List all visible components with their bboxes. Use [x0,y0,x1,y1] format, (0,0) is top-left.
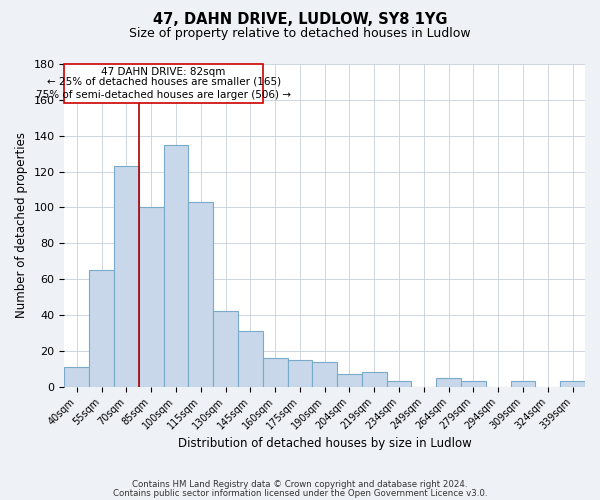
Bar [436,378,461,387]
Bar [263,358,287,387]
Bar [114,166,139,387]
Bar [139,208,164,387]
Bar [287,360,313,387]
X-axis label: Distribution of detached houses by size in Ludlow: Distribution of detached houses by size … [178,437,472,450]
Bar [238,331,263,387]
Bar [188,202,213,387]
Bar [89,270,114,387]
Bar [362,372,386,387]
Text: Contains HM Land Registry data © Crown copyright and database right 2024.: Contains HM Land Registry data © Crown c… [132,480,468,489]
Y-axis label: Number of detached properties: Number of detached properties [15,132,28,318]
Bar [213,312,238,387]
Bar [461,382,486,387]
Bar [313,362,337,387]
FancyBboxPatch shape [64,64,263,104]
Bar [511,382,535,387]
Text: ← 25% of detached houses are smaller (165): ← 25% of detached houses are smaller (16… [47,76,281,86]
Bar [386,382,412,387]
Text: Contains public sector information licensed under the Open Government Licence v3: Contains public sector information licen… [113,488,487,498]
Text: 47, DAHN DRIVE, LUDLOW, SY8 1YG: 47, DAHN DRIVE, LUDLOW, SY8 1YG [153,12,447,28]
Bar [64,367,89,387]
Bar [560,382,585,387]
Bar [337,374,362,387]
Bar [164,144,188,387]
Text: Size of property relative to detached houses in Ludlow: Size of property relative to detached ho… [129,28,471,40]
Text: 75% of semi-detached houses are larger (506) →: 75% of semi-detached houses are larger (… [36,90,291,101]
Text: 47 DAHN DRIVE: 82sqm: 47 DAHN DRIVE: 82sqm [101,67,226,77]
